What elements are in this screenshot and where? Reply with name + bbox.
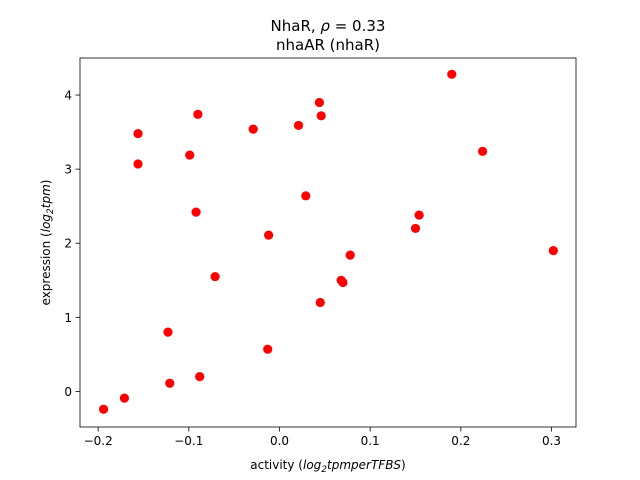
x-tick-label: 0.1 [361, 434, 380, 448]
y-tick-label: 1 [64, 311, 72, 325]
y-axis-label: expression (log2tpm) [39, 180, 56, 306]
data-point-15 [301, 191, 311, 201]
data-point-6 [185, 150, 195, 160]
data-point-5 [165, 378, 175, 388]
plot-frame [79, 57, 577, 428]
chart-title-line2: nhaAR (nhaR) [276, 36, 380, 54]
data-point-17 [315, 297, 325, 308]
data-point-23 [414, 210, 424, 220]
data-point-10 [210, 271, 220, 282]
data-point-9 [195, 372, 205, 382]
data-point-0 [98, 404, 109, 414]
x-axis-ticks: −0.2 −0.1 0.0 0.1 0.2 0.3 [84, 427, 561, 448]
chart-title-line1: NhaR, ρ = 0.33 [271, 17, 386, 35]
y-tick-label: 3 [64, 163, 72, 177]
data-point-21 [345, 250, 355, 260]
data-point-18 [316, 111, 326, 121]
data-point-3 [133, 159, 143, 169]
data-point-20 [338, 277, 348, 288]
data-point-25 [478, 146, 488, 156]
x-tick-label: −0.1 [174, 434, 203, 448]
x-tick-label: 0.0 [270, 434, 289, 448]
data-point-16 [314, 97, 324, 108]
x-axis-label: activity (log2tpmperTFBS) [250, 458, 405, 475]
data-point-8 [193, 109, 203, 119]
data-point-2 [133, 128, 143, 139]
data-point-12 [263, 344, 273, 354]
data-point-14 [293, 120, 304, 131]
y-axis-ticks: 0 1 2 3 4 [64, 89, 80, 399]
plot-area [80, 58, 576, 427]
data-point-26 [548, 246, 558, 256]
data-point-24 [447, 69, 457, 79]
data-point-4 [163, 327, 173, 337]
data-point-13 [264, 230, 274, 240]
y-tick-label: 4 [64, 89, 72, 103]
data-point-1 [119, 393, 130, 403]
y-tick-label: 2 [64, 237, 72, 251]
data-point-7 [191, 207, 201, 217]
x-tick-label: −0.2 [84, 434, 113, 448]
x-tick-label: 0.3 [542, 434, 561, 448]
y-tick-label: 0 [64, 385, 72, 399]
data-points [98, 69, 558, 414]
x-tick-label: 0.2 [451, 434, 470, 448]
data-point-22 [410, 223, 421, 234]
data-point-11 [248, 124, 258, 134]
